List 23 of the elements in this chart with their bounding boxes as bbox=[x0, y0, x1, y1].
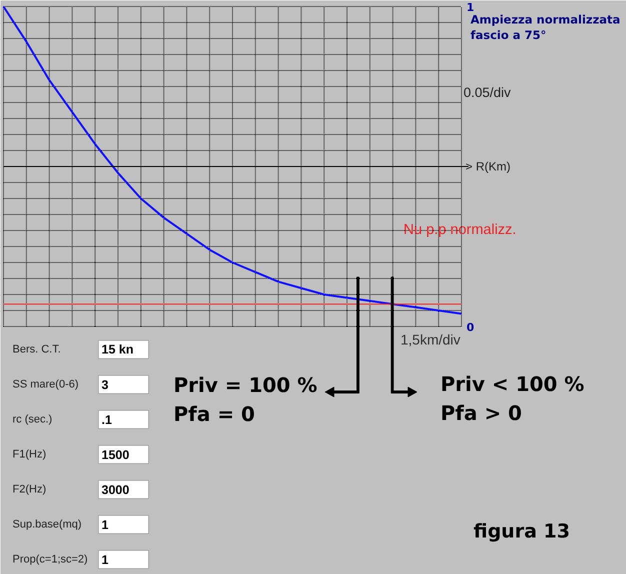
text: figura 13 bbox=[474, 520, 570, 542]
text: rc (sec.) bbox=[12, 414, 52, 426]
text: Sup.base(mq) bbox=[12, 518, 82, 530]
text: 1,5km/div bbox=[400, 332, 460, 348]
y-axis-title: Ampiezza normalizzata fascio a 75° bbox=[470, 12, 620, 42]
text: Priv < 100 % Pfa > 0 bbox=[440, 372, 584, 425]
text: 15 kn bbox=[102, 342, 134, 356]
ref-line-label: > R(Km) bbox=[466, 160, 511, 174]
text: SS mare(0-6) bbox=[12, 378, 79, 390]
y-tick-label: 0 bbox=[466, 321, 474, 334]
text: 3000 bbox=[102, 483, 130, 497]
text: 0.05/div bbox=[464, 85, 512, 100]
text: F2(Hz) bbox=[12, 484, 46, 496]
text: .1 bbox=[102, 413, 112, 427]
text: F1(Hz) bbox=[12, 448, 46, 460]
text: Bers. C.T. bbox=[12, 344, 61, 356]
text: Priv = 100 % Pfa = 0 bbox=[174, 373, 318, 426]
text: Prop(c=1;sc=2) bbox=[12, 554, 88, 566]
text: 3 bbox=[102, 378, 108, 392]
ref-line-label: Nu p.p normalizz. bbox=[404, 222, 516, 238]
text: 1 bbox=[102, 518, 108, 532]
text: 1 bbox=[102, 553, 108, 567]
text: 1500 bbox=[102, 448, 130, 462]
